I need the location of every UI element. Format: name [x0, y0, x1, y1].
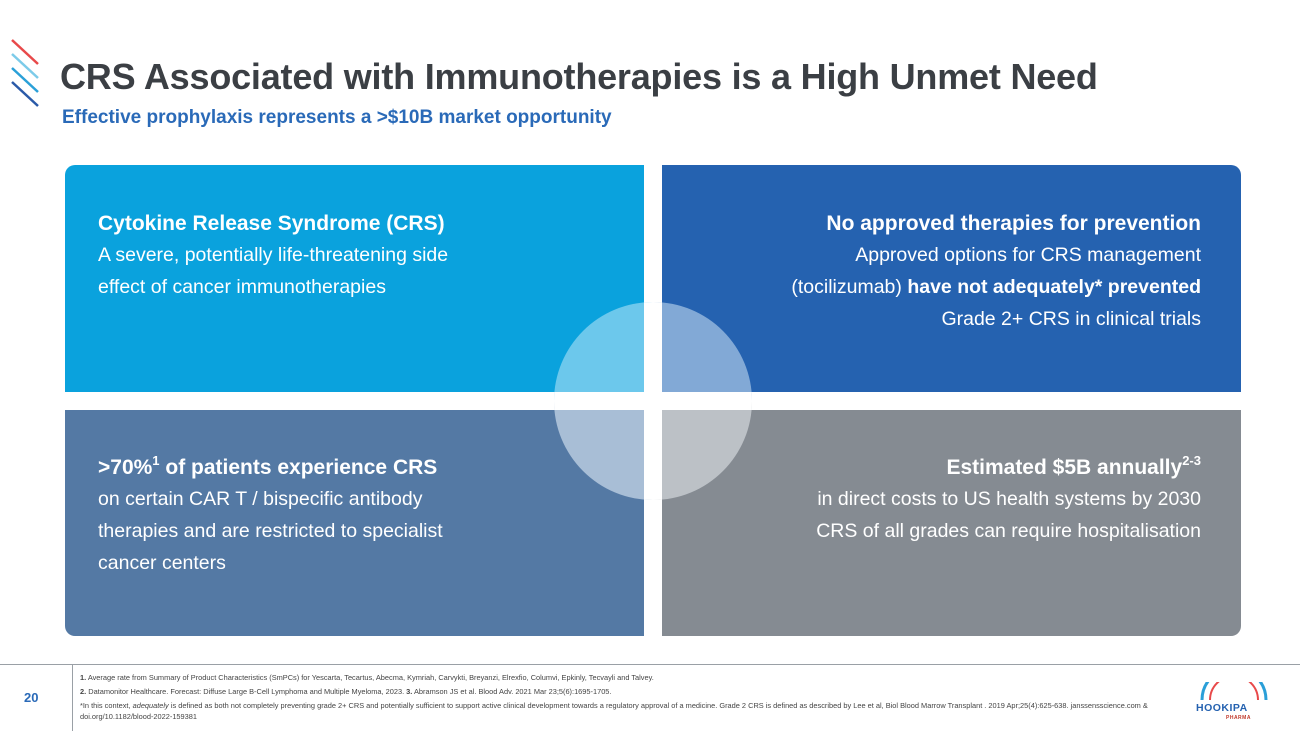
quadrant-heading: Estimated $5B annually2-3 — [816, 453, 1201, 483]
quadrant-line: on certain CAR T / bispecific antibody — [98, 488, 423, 510]
quadrant-line: cancer centers — [98, 552, 226, 574]
heading-main: >70% — [98, 456, 153, 479]
quadrant-no-approved-therapies: No approved therapies for prevention App… — [662, 165, 1241, 392]
hookipa-logo-icon — [1200, 682, 1268, 701]
footnote: 2. Datamonitor Healthcare. Forecast: Dif… — [80, 687, 612, 696]
quadrant-line-prefix: (tocilizumab) — [791, 276, 908, 298]
quadrant-patients-experience-crs: >70%1 of patients experience CRS on cert… — [65, 410, 644, 636]
quadrant-line: A severe, potentially life-threatening s… — [98, 244, 449, 266]
footer-divider-vertical — [72, 664, 73, 731]
quadrant-line: (tocilizumab) have not adequately* preve… — [791, 271, 1201, 303]
heading-rest: of patients experience CRS — [159, 456, 438, 479]
logo-sub: PHARMA — [1226, 715, 1251, 721]
quadrant-heading: Cytokine Release Syndrome (CRS) — [98, 212, 445, 235]
quadrant-estimated-costs: Estimated $5B annually2-3 in direct cost… — [662, 410, 1241, 636]
footnote-ref: 1 — [152, 453, 160, 468]
footnote-definition: *In this context, adequately is defined … — [80, 701, 1148, 721]
page-number: 20 — [24, 690, 39, 705]
quadrant-line: Approved options for CRS management — [855, 244, 1201, 266]
heading-main: Estimated $5B annually — [946, 456, 1183, 479]
footnotes: 1. Average rate from Summary of Product … — [80, 672, 1170, 725]
quadrant-crs-definition: Cytokine Release Syndrome (CRS) A severe… — [65, 165, 644, 392]
page-title: CRS Associated with Immunotherapies is a… — [60, 56, 1098, 97]
quadrant-line: CRS of all grades can require hospitalis… — [816, 520, 1201, 542]
footer-divider — [0, 664, 1300, 665]
page-subtitle: Effective prophylaxis represents a >$10B… — [62, 107, 612, 128]
center-circle-graphic — [554, 302, 752, 500]
quadrant-line: Grade 2+ CRS in clinical trials — [941, 308, 1201, 330]
quadrant-line: therapies and are restricted to speciali… — [98, 520, 443, 542]
quadrant-line: effect of cancer immunotherapies — [98, 276, 386, 298]
quadrant-line-emphasis: have not adequately* prevented — [907, 276, 1201, 298]
quadrant-heading: No approved therapies for prevention — [826, 212, 1201, 235]
footnote: 1. Average rate from Summary of Product … — [80, 673, 654, 682]
quadrant-heading: >70%1 of patients experience CRS — [98, 453, 443, 483]
decorative-stripes-icon — [11, 39, 39, 107]
quadrant-line: in direct costs to US health systems by … — [817, 488, 1201, 510]
logo-name: HOOKIPA — [1196, 702, 1248, 714]
footnote-ref: 2-3 — [1182, 453, 1201, 468]
